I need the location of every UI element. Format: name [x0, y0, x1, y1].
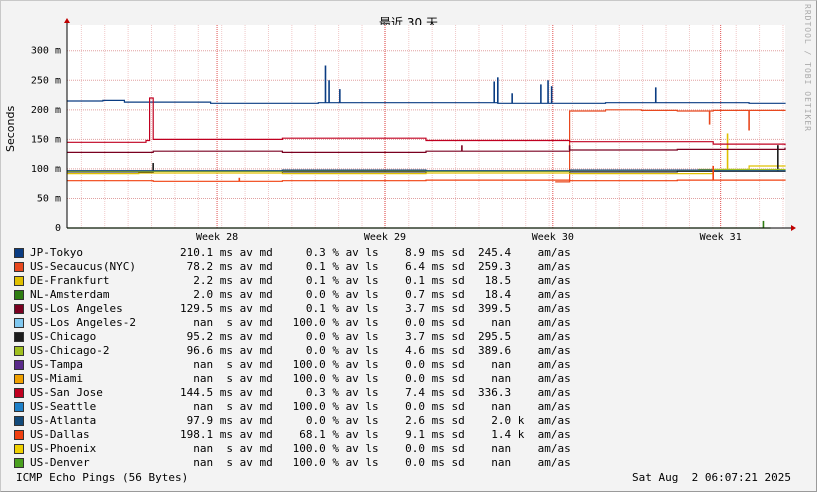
legend-series-name: US-Secaucus(NYC): [30, 260, 136, 273]
x-tick-label: Week 30: [532, 232, 574, 243]
legend-swatch: [14, 332, 24, 342]
legend-stats: 95.2 ms av md 0.0 % av ls 3.7 ms sd 295.…: [180, 330, 571, 343]
legend-row: US-Tampa nan s av md 100.0 % av ls 0.0 m…: [14, 358, 571, 372]
legend-row: US-Seattle nan s av md 100.0 % av ls 0.0…: [14, 400, 571, 414]
series-line-us-los-angeles: [67, 147, 786, 153]
legend-stats: nan s av md 100.0 % av ls 0.0 ms sd nan …: [180, 400, 571, 413]
legend-stats: nan s av md 100.0 % av ls 0.0 ms sd nan …: [180, 372, 571, 385]
plot-background: [67, 25, 785, 228]
legend-series-name: US-San Jose: [30, 386, 103, 399]
legend-row: US-Miami nan s av md 100.0 % av ls 0.0 m…: [14, 372, 571, 386]
legend-stats: 210.1 ms av md 0.3 % av ls 8.9 ms sd 245…: [180, 246, 571, 259]
legend-swatch: [14, 360, 24, 370]
legend-swatch: [14, 430, 24, 440]
series-line-de-frankfurt: [67, 165, 786, 175]
legend-swatch: [14, 402, 24, 412]
series-line-us-dallas: [67, 179, 786, 182]
legend-series-name: US-Los Angeles-2: [30, 316, 136, 329]
legend-stats: 2.0 ms av md 0.0 % av ls 0.7 ms sd 18.4 …: [180, 288, 571, 301]
legend-swatch: [14, 304, 24, 314]
x-tick-label: Week 29: [364, 232, 406, 243]
x-tick-label: Week 31: [700, 232, 742, 243]
footer-timestamp: Sat Aug 2 06:07:21 2025: [632, 471, 791, 484]
legend-series-name: US-Chicago: [30, 330, 97, 343]
x-tick-label: Week 28: [196, 232, 238, 243]
legend-series-name: US-Dallas: [30, 428, 90, 441]
y-axis-arrow: [64, 18, 70, 23]
legend-row: JP-Tokyo 210.1 ms av md 0.3 % av ls 8.9 m…: [14, 246, 571, 260]
legend-swatch: [14, 444, 24, 454]
y-tick-label: 300 m: [31, 46, 61, 57]
legend-stats: nan s av md 100.0 % av ls 0.0 ms sd nan …: [180, 442, 571, 455]
legend-series-name: US-Los Angeles: [30, 302, 123, 315]
legend-swatch: [14, 416, 24, 426]
legend-series-name: US-Chicago-2: [30, 344, 110, 357]
x-axis-arrow: [791, 225, 796, 231]
legend-row: US-Denver nan s av md 100.0 % av ls 0.0 …: [14, 456, 571, 470]
legend-stats: 78.2 ms av md 0.1 % av ls 6.4 ms sd 259.…: [180, 260, 571, 273]
legend-row: NL-Amsterdam 2.0 ms av md 0.0 % av ls 0.…: [14, 288, 571, 302]
legend-series-name: NL-Amsterdam: [30, 288, 110, 301]
y-tick-label: 150 m: [31, 134, 61, 145]
legend-row: US-Secaucus(NYC) 78.2 ms av md 0.1 % av …: [14, 260, 571, 274]
legend-row: DE-Frankfurt 2.2 ms av md 0.1 % av ls 0.…: [14, 274, 571, 288]
y-tick-label: 50 m: [37, 193, 61, 204]
legend-stats: 129.5 ms av md 0.1 % av ls 3.7 ms sd 399…: [180, 302, 571, 315]
legend-row: US-Chicago-2 96.6 ms av md 0.0 % av ls 4…: [14, 344, 571, 358]
legend-series-name: US-Tampa: [30, 358, 83, 371]
series-line-us-secaucus-nyc-: [555, 109, 786, 183]
y-tick-label: 200 m: [31, 105, 61, 116]
plot-area: 0 50 m 100 m 150 m 200 m 250 m 300 m Week 28 Wee…: [31, 18, 796, 243]
y-tick-label: 100 m: [31, 164, 61, 175]
rrdtool-watermark: RRDTOOL / TOBI OETIKER: [803, 4, 812, 132]
series-line-us-atlanta: [67, 169, 786, 172]
legend-swatch: [14, 458, 24, 468]
y-tick-label: 0: [55, 223, 61, 234]
legend-row: US-San Jose 144.5 ms av md 0.3 % av ls 7.…: [14, 386, 571, 400]
legend-swatch: [14, 290, 24, 300]
legend-stats: 144.5 ms av md 0.3 % av ls 7.4 ms sd 336…: [180, 386, 571, 399]
legend-swatch: [14, 346, 24, 356]
legend-stats: nan s av md 100.0 % av ls 0.0 ms sd nan …: [180, 358, 571, 371]
legend-series-name: DE-Frankfurt: [30, 274, 110, 287]
legend-series-name: US-Denver: [30, 456, 90, 469]
legend-series-name: US-Seattle: [30, 400, 97, 413]
legend-swatch: [14, 248, 24, 258]
series-line-us-san-jose: [67, 97, 786, 146]
legend-row: US-Los Angeles 129.5 ms av md 0.1 % av ls…: [14, 302, 571, 316]
legend-series-name: US-Phoenix: [30, 442, 97, 455]
legend-stats: 96.6 ms av md 0.0 % av ls 4.6 ms sd 389.…: [180, 344, 571, 357]
series-line-jp-tokyo: [67, 99, 786, 104]
legend-stats: nan s av md 100.0 % av ls 0.0 ms sd nan …: [180, 456, 571, 469]
legend-swatch: [14, 388, 24, 398]
legend-series-name: US-Miami: [30, 372, 83, 385]
legend-row: US-Dallas 198.1 ms av md 68.1 % av ls 9.1…: [14, 428, 571, 442]
legend-stats: 97.9 ms av md 0.0 % av ls 2.6 ms sd 2.0 …: [180, 414, 571, 427]
legend-swatch: [14, 276, 24, 286]
legend-series-name: US-Atlanta: [30, 414, 97, 427]
legend-stats: 198.1 ms av md 68.1 % av ls 9.1 ms sd 1.…: [180, 428, 571, 441]
legend-row: US-Atlanta 97.9 ms av md 0.0 % av ls 2.6…: [14, 414, 571, 428]
y-tick-label: 250 m: [31, 75, 61, 86]
legend-stats: nan s av md 100.0 % av ls 0.0 ms sd nan …: [180, 316, 571, 329]
legend-series-name: JP-Tokyo: [30, 246, 83, 259]
legend-row: US-Chicago 95.2 ms av md 0.0 % av ls 3.7…: [14, 330, 571, 344]
legend-swatch: [14, 262, 24, 272]
legend-swatch: [14, 318, 24, 328]
legend-stats: 2.2 ms av md 0.1 % av ls 0.1 ms sd 18.5 …: [180, 274, 571, 287]
legend-row: US-Los Angeles-2 nan s av md 100.0 % av …: [14, 316, 571, 330]
legend: JP-Tokyo 210.1 ms av md 0.3 % av ls 8.9 m…: [14, 246, 571, 470]
legend-row: US-Phoenix nan s av md 100.0 % av ls 0.0…: [14, 442, 571, 456]
legend-swatch: [14, 374, 24, 384]
footer-probe-label: ICMP Echo Pings (56 Bytes): [16, 471, 189, 484]
